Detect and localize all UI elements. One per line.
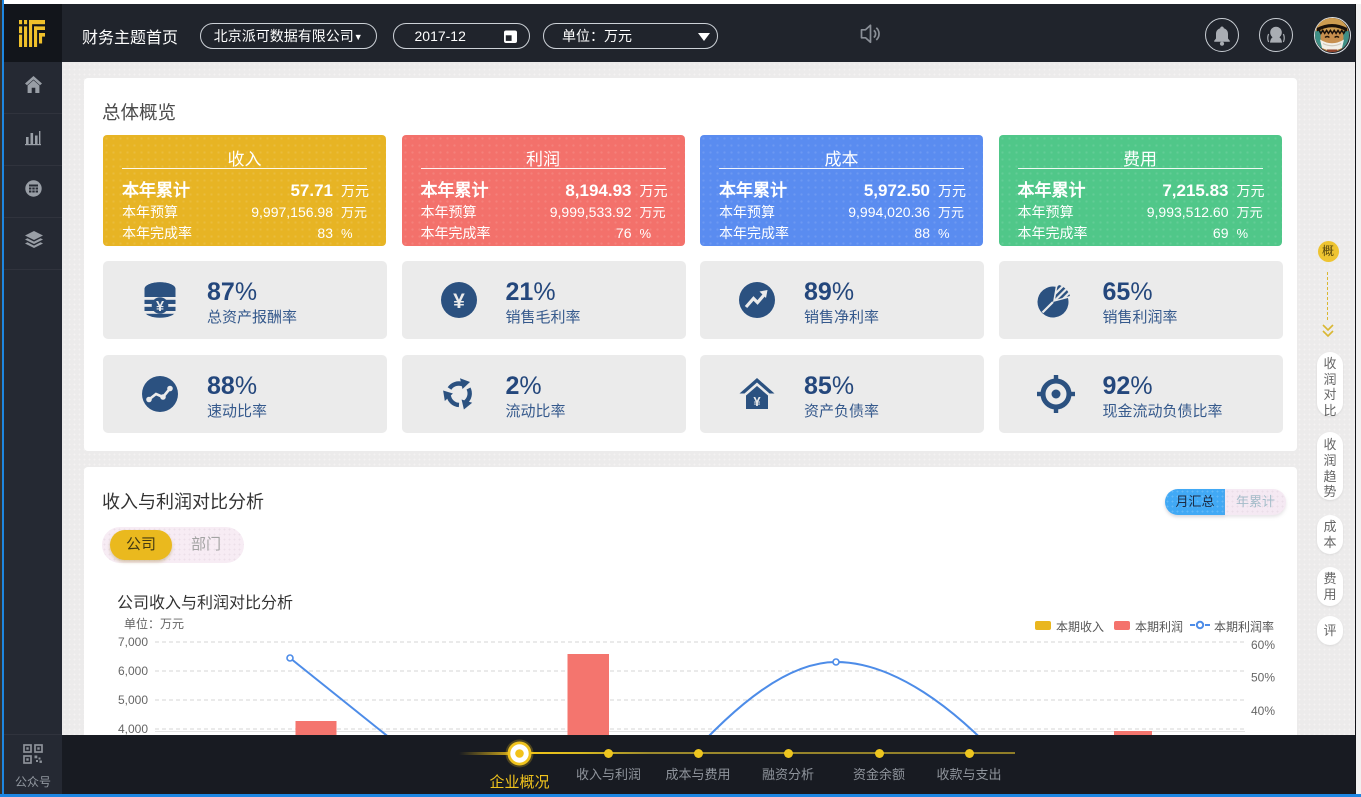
svg-text:7,000: 7,000 <box>118 635 148 649</box>
svg-text:¥: ¥ <box>156 299 164 315</box>
svg-text:¥: ¥ <box>453 290 465 313</box>
svg-text:40%: 40% <box>1251 704 1275 718</box>
svg-text:6,000: 6,000 <box>118 664 148 678</box>
svg-text:¥: ¥ <box>753 394 761 409</box>
svg-text:4,000: 4,000 <box>118 722 148 736</box>
svg-text:50%: 50% <box>1251 671 1275 685</box>
svg-text:5,000: 5,000 <box>118 693 148 707</box>
svg-text:60%: 60% <box>1251 638 1275 652</box>
